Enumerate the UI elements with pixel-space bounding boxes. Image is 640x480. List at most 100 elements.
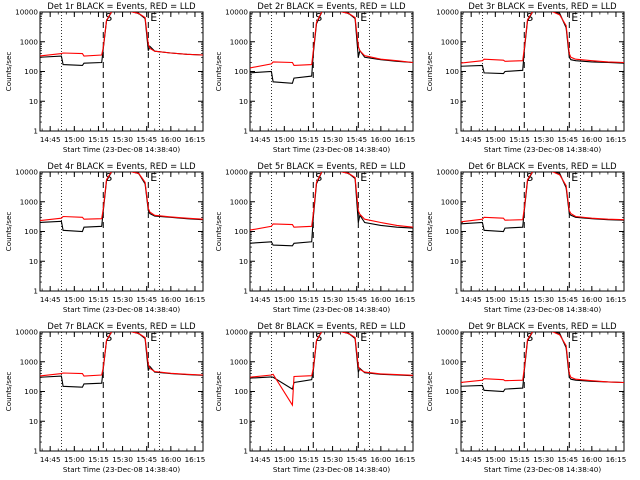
- x-tick-label: 15:00: [485, 295, 506, 304]
- y-tick-label: 1000: [230, 37, 249, 46]
- x-tick-label: 15:00: [485, 135, 506, 144]
- panel-det-2r: Det 2r BLACK = Events, RED = LLD 1 10 100 10…: [214, 1, 415, 154]
- y-tick-label: 100: [234, 387, 248, 396]
- y-axis-label: Counts/sec: [425, 212, 434, 252]
- y-tick-label: 1000: [20, 197, 39, 206]
- y-tick-label: 1: [243, 287, 248, 296]
- y-tick-label: 1: [33, 127, 38, 136]
- x-tick-label: 15:15: [88, 455, 109, 464]
- y-tick-label: 1000: [20, 37, 39, 46]
- y-tick-label: 10000: [225, 328, 248, 337]
- y-tick-label: 10: [29, 257, 39, 266]
- y-axis-label: Counts/sec: [4, 372, 13, 412]
- series-lld-line: [461, 332, 624, 384]
- x-tick-label: 16:00: [581, 455, 602, 464]
- x-tick-label: 16:00: [581, 135, 602, 144]
- x-axis-label: Start Time (23-Dec-08 14:38:40): [273, 465, 390, 474]
- series-events-line: [40, 332, 203, 388]
- x-tick-label: 15:45: [136, 455, 157, 464]
- marker-label-e: E: [150, 11, 157, 24]
- marker-label-e: E: [360, 11, 367, 24]
- x-tick-label: 16:00: [160, 135, 181, 144]
- x-axis-label: Start Time (23-Dec-08 14:38:40): [484, 465, 601, 474]
- y-tick-label: 10000: [15, 8, 38, 17]
- x-tick-label: 16:00: [160, 455, 181, 464]
- y-tick-label: 1: [454, 447, 459, 456]
- y-tick-label: 10: [239, 257, 249, 266]
- x-tick-label: 15:00: [64, 455, 85, 464]
- y-tick-label: 10000: [436, 8, 459, 17]
- panel-title: Det 4r BLACK = Events, RED = LLD: [47, 161, 195, 171]
- x-tick-label: 14:45: [250, 455, 271, 464]
- plot-frame: [39, 11, 204, 132]
- x-tick-label: 14:45: [40, 455, 61, 464]
- y-tick-label: 1: [454, 127, 459, 136]
- marker-label-e: E: [571, 171, 578, 184]
- y-tick-label: 10: [29, 417, 39, 426]
- y-tick-label: 10: [239, 417, 249, 426]
- y-tick-label: 1: [33, 287, 38, 296]
- x-tick-label: 15:15: [509, 135, 530, 144]
- y-tick-label: 100: [445, 227, 459, 236]
- y-tick-label: 10: [450, 257, 460, 266]
- y-tick-label: 10000: [15, 328, 38, 337]
- x-axis-label: Start Time (23-Dec-08 14:38:40): [63, 465, 180, 474]
- x-axis-label: Start Time (23-Dec-08 14:38:40): [273, 305, 390, 314]
- y-tick-label: 100: [234, 227, 248, 236]
- y-tick-label: 100: [445, 387, 459, 396]
- x-tick-label: 16:15: [185, 135, 206, 144]
- series-lld-line: [40, 12, 203, 57]
- x-tick-label: 15:45: [136, 135, 157, 144]
- x-axis-label: Start Time (23-Dec-08 14:38:40): [273, 145, 390, 154]
- y-tick-label: 10: [450, 97, 460, 106]
- y-axis-label: Counts/sec: [214, 52, 223, 92]
- panel-title: Det 1r BLACK = Events, RED = LLD: [47, 1, 195, 11]
- x-axis-label: Start Time (23-Dec-08 14:38:40): [63, 145, 180, 154]
- y-tick-label: 10000: [225, 8, 248, 17]
- panel-title: Det 9r BLACK = Events, RED = LLD: [468, 321, 616, 331]
- series-lld-line: [40, 172, 203, 222]
- panel-det-5r: Det 5r BLACK = Events, RED = LLD 1 10 100 10…: [214, 161, 415, 314]
- x-tick-label: 15:45: [557, 135, 578, 144]
- x-tick-label: 15:30: [533, 455, 554, 464]
- series-events-line: [461, 172, 624, 233]
- y-axis-label: Counts/sec: [4, 212, 13, 252]
- y-tick-label: 1000: [230, 197, 249, 206]
- panel-title: Det 7r BLACK = Events, RED = LLD: [47, 321, 195, 331]
- y-tick-label: 1000: [441, 197, 460, 206]
- x-tick-label: 15:15: [509, 455, 530, 464]
- marker-label-e: E: [360, 171, 367, 184]
- panel-title: Det 3r BLACK = Events, RED = LLD: [468, 1, 616, 11]
- y-axis-label: Counts/sec: [214, 372, 223, 412]
- x-tick-label: 14:45: [40, 295, 61, 304]
- y-tick-label: 10: [29, 97, 39, 106]
- x-tick-label: 16:00: [370, 135, 391, 144]
- y-tick-label: 100: [24, 227, 38, 236]
- series-events-line: [40, 172, 203, 233]
- x-tick-label: 14:45: [461, 135, 482, 144]
- y-axis-label: Counts/sec: [425, 372, 434, 412]
- y-tick-label: 1000: [441, 357, 460, 366]
- series-events-line: [461, 332, 624, 393]
- series-lld-line: [461, 172, 624, 223]
- series-lld-line: [40, 332, 203, 377]
- y-tick-label: 10000: [225, 168, 248, 177]
- x-tick-label: 16:15: [606, 295, 627, 304]
- x-tick-label: 16:15: [185, 455, 206, 464]
- marker-label-e: E: [571, 331, 578, 344]
- panel-det-1r: Det 1r BLACK = Events, RED = LLD 1 10 100 10…: [4, 1, 205, 154]
- x-axis-label: Start Time (23-Dec-08 14:38:40): [484, 305, 601, 314]
- plot-frame: [249, 11, 414, 132]
- x-axis-label: Start Time (23-Dec-08 14:38:40): [484, 145, 601, 154]
- x-axis-label: Start Time (23-Dec-08 14:38:40): [63, 305, 180, 314]
- series-events-line: [250, 332, 413, 390]
- x-tick-label: 15:15: [298, 295, 319, 304]
- series-events-line: [461, 12, 624, 75]
- plot-frame: [39, 331, 204, 452]
- x-tick-label: 14:45: [461, 455, 482, 464]
- plot-frame: [460, 171, 625, 292]
- series-lld-line: [250, 332, 413, 407]
- x-tick-label: 15:00: [274, 455, 295, 464]
- x-tick-label: 15:30: [322, 135, 343, 144]
- series-events-line: [250, 12, 413, 84]
